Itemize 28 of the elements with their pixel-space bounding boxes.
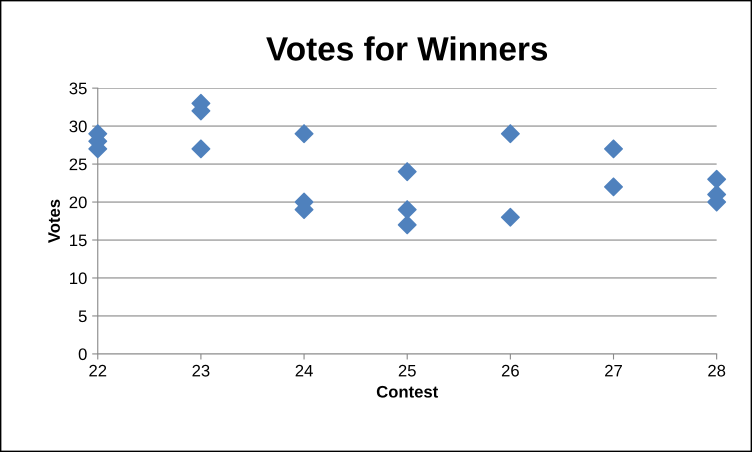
point [500, 124, 520, 144]
point [191, 139, 210, 158]
x-tick-label: 26 [502, 364, 519, 377]
x-tick-label: 22 [89, 364, 106, 376]
point [294, 124, 314, 144]
x-axis-title: Contest [376, 386, 438, 398]
y-axis-title: Votes [48, 200, 60, 243]
point [398, 200, 417, 220]
y-tick-label: 35 [69, 82, 87, 94]
point [604, 177, 623, 196]
point [398, 162, 417, 182]
y-tick-label: 30 [69, 120, 87, 132]
y-tick-label: 15 [70, 234, 87, 246]
y-tick-label: 20 [70, 196, 87, 208]
x-tick-label: 24 [296, 364, 313, 376]
y-tick-label: 25 [70, 158, 87, 170]
y-tick-label: 5 [78, 310, 87, 322]
point [500, 208, 520, 227]
y-tick-label: 10 [70, 272, 87, 284]
point [398, 215, 417, 234]
x-tick-label: 25 [398, 364, 416, 377]
x-tick-label: 23 [192, 364, 210, 377]
x-tick-label: 27 [605, 364, 622, 376]
x-tick-label: 28 [708, 364, 726, 377]
chart-title: Votes for Winners [266, 36, 548, 61]
y-tick-label: 0 [78, 348, 87, 360]
point [707, 170, 726, 189]
point [604, 139, 623, 158]
